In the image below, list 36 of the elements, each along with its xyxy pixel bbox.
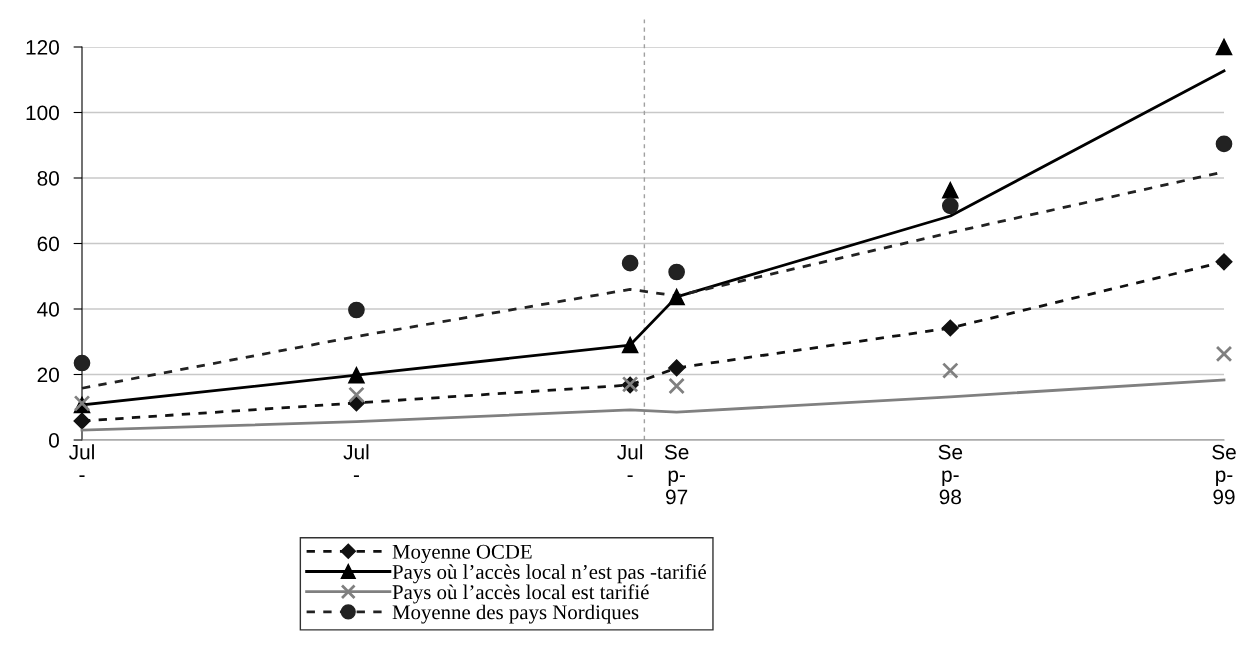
- point: [73, 354, 91, 372]
- point: [668, 263, 685, 281]
- y-tick-label: 20: [37, 367, 59, 383]
- point: [668, 377, 685, 395]
- y-tick-label: 0: [49, 433, 59, 448]
- y-tick-label: 80: [37, 171, 59, 186]
- point: [668, 288, 685, 306]
- x-tick-label: Jul -: [617, 444, 643, 477]
- y-tick-label: 120: [26, 40, 59, 55]
- x-tick-label: Se p- 97: [664, 444, 689, 505]
- y-tick-label: 60: [37, 236, 59, 252]
- point: [348, 301, 365, 319]
- point: [941, 362, 959, 379]
- x-tick-label: Se p- 99: [1212, 444, 1236, 505]
- y-tick-label: 40: [37, 302, 59, 317]
- point: [73, 412, 91, 430]
- point: [621, 254, 639, 272]
- point: [1215, 345, 1233, 363]
- x-tick-label: Se p- 98: [938, 444, 963, 505]
- point: [941, 181, 959, 199]
- point: [941, 319, 959, 337]
- legend-label: Pays où l’accès local est tarifié: [392, 584, 649, 604]
- point: [1215, 253, 1233, 271]
- point: [1215, 135, 1233, 153]
- y-tick-label: 100: [26, 105, 59, 121]
- point: [621, 336, 639, 354]
- point: [941, 197, 959, 215]
- legend-label: Pays où l’accès local n’est pas -tarifié: [392, 564, 706, 584]
- point: [1215, 38, 1233, 56]
- point: [348, 366, 365, 384]
- legend-label: Moyenne OCDE: [392, 544, 532, 564]
- legend-label: Moyenne des pays Nordiques: [392, 604, 639, 624]
- point: [668, 359, 686, 377]
- point: [348, 386, 365, 404]
- x-tick-label: Jul -: [69, 444, 94, 477]
- x-tick-label: Jul -: [343, 444, 369, 477]
